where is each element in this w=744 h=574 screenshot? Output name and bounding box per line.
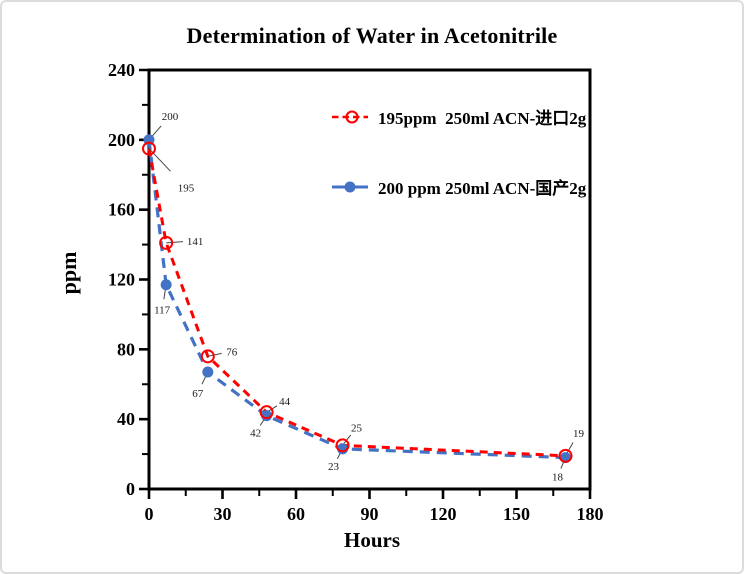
x-tick-label: 60 (287, 504, 305, 524)
legend-item-domestic: 200 ppm 250ml ACN-国产2g (331, 174, 586, 199)
label-leader-line (166, 241, 184, 244)
series-line-0 (147, 148, 566, 458)
data-point-label: 67 (192, 388, 204, 400)
y-tick-label: 120 (108, 270, 135, 290)
data-point-series-0 (200, 349, 215, 364)
data-point-label: 195 (178, 183, 195, 195)
y-tick-label: 80 (117, 339, 135, 359)
data-point-label: 19 (573, 428, 585, 440)
y-axis-label: ppm (56, 251, 81, 295)
data-point-label: 76 (226, 346, 238, 358)
plot-border (147, 68, 592, 491)
chart-title: Determination of Water in Acetonitrile (186, 23, 558, 48)
x-tick-label: 90 (361, 504, 379, 524)
data-point-label: 18 (552, 472, 564, 484)
data-point-label: 117 (154, 305, 171, 317)
y-tick-label: 0 (126, 479, 135, 499)
data-point-label: 42 (250, 428, 261, 440)
y-tick-label: 240 (108, 60, 135, 80)
data-point-label: 200 (162, 111, 179, 123)
x-tick-label: 150 (503, 504, 530, 524)
legend-item-imported: 195ppm 250ml ACN-进口2g (331, 104, 586, 129)
data-point-series-0 (558, 448, 573, 463)
data-point-label: 25 (351, 422, 363, 434)
data-point-series-1 (160, 279, 172, 291)
data-point-label: 141 (187, 236, 204, 248)
x-tick-label: 30 (214, 504, 232, 524)
legend-marker-red-open-circle-icon (332, 110, 368, 123)
data-point-series-0 (159, 235, 174, 250)
x-tick-label: 120 (430, 504, 457, 524)
y-tick-label: 40 (117, 409, 135, 429)
x-tick-label: 0 (145, 504, 154, 524)
x-axis-label: Hours (343, 528, 400, 552)
data-point-series-0 (335, 438, 350, 453)
data-point-series-0 (142, 141, 156, 156)
data-point-label: 44 (279, 396, 291, 408)
y-tick-label: 200 (108, 130, 135, 150)
y-tick-label: 160 (108, 200, 135, 220)
legend-marker-blue-filled-circle-icon (332, 181, 368, 192)
series-line-1 (147, 139, 566, 460)
legend-label-imported: 195ppm 250ml ACN-进口2g (378, 109, 587, 128)
label-leader-line (207, 352, 222, 357)
x-tick-label: 180 (577, 504, 604, 524)
legend-label-domestic: 200 ppm 250ml ACN-国产2g (378, 179, 587, 198)
data-point-series-1 (202, 366, 214, 378)
data-point-label: 23 (328, 461, 340, 473)
data-point-series-0 (259, 405, 274, 420)
